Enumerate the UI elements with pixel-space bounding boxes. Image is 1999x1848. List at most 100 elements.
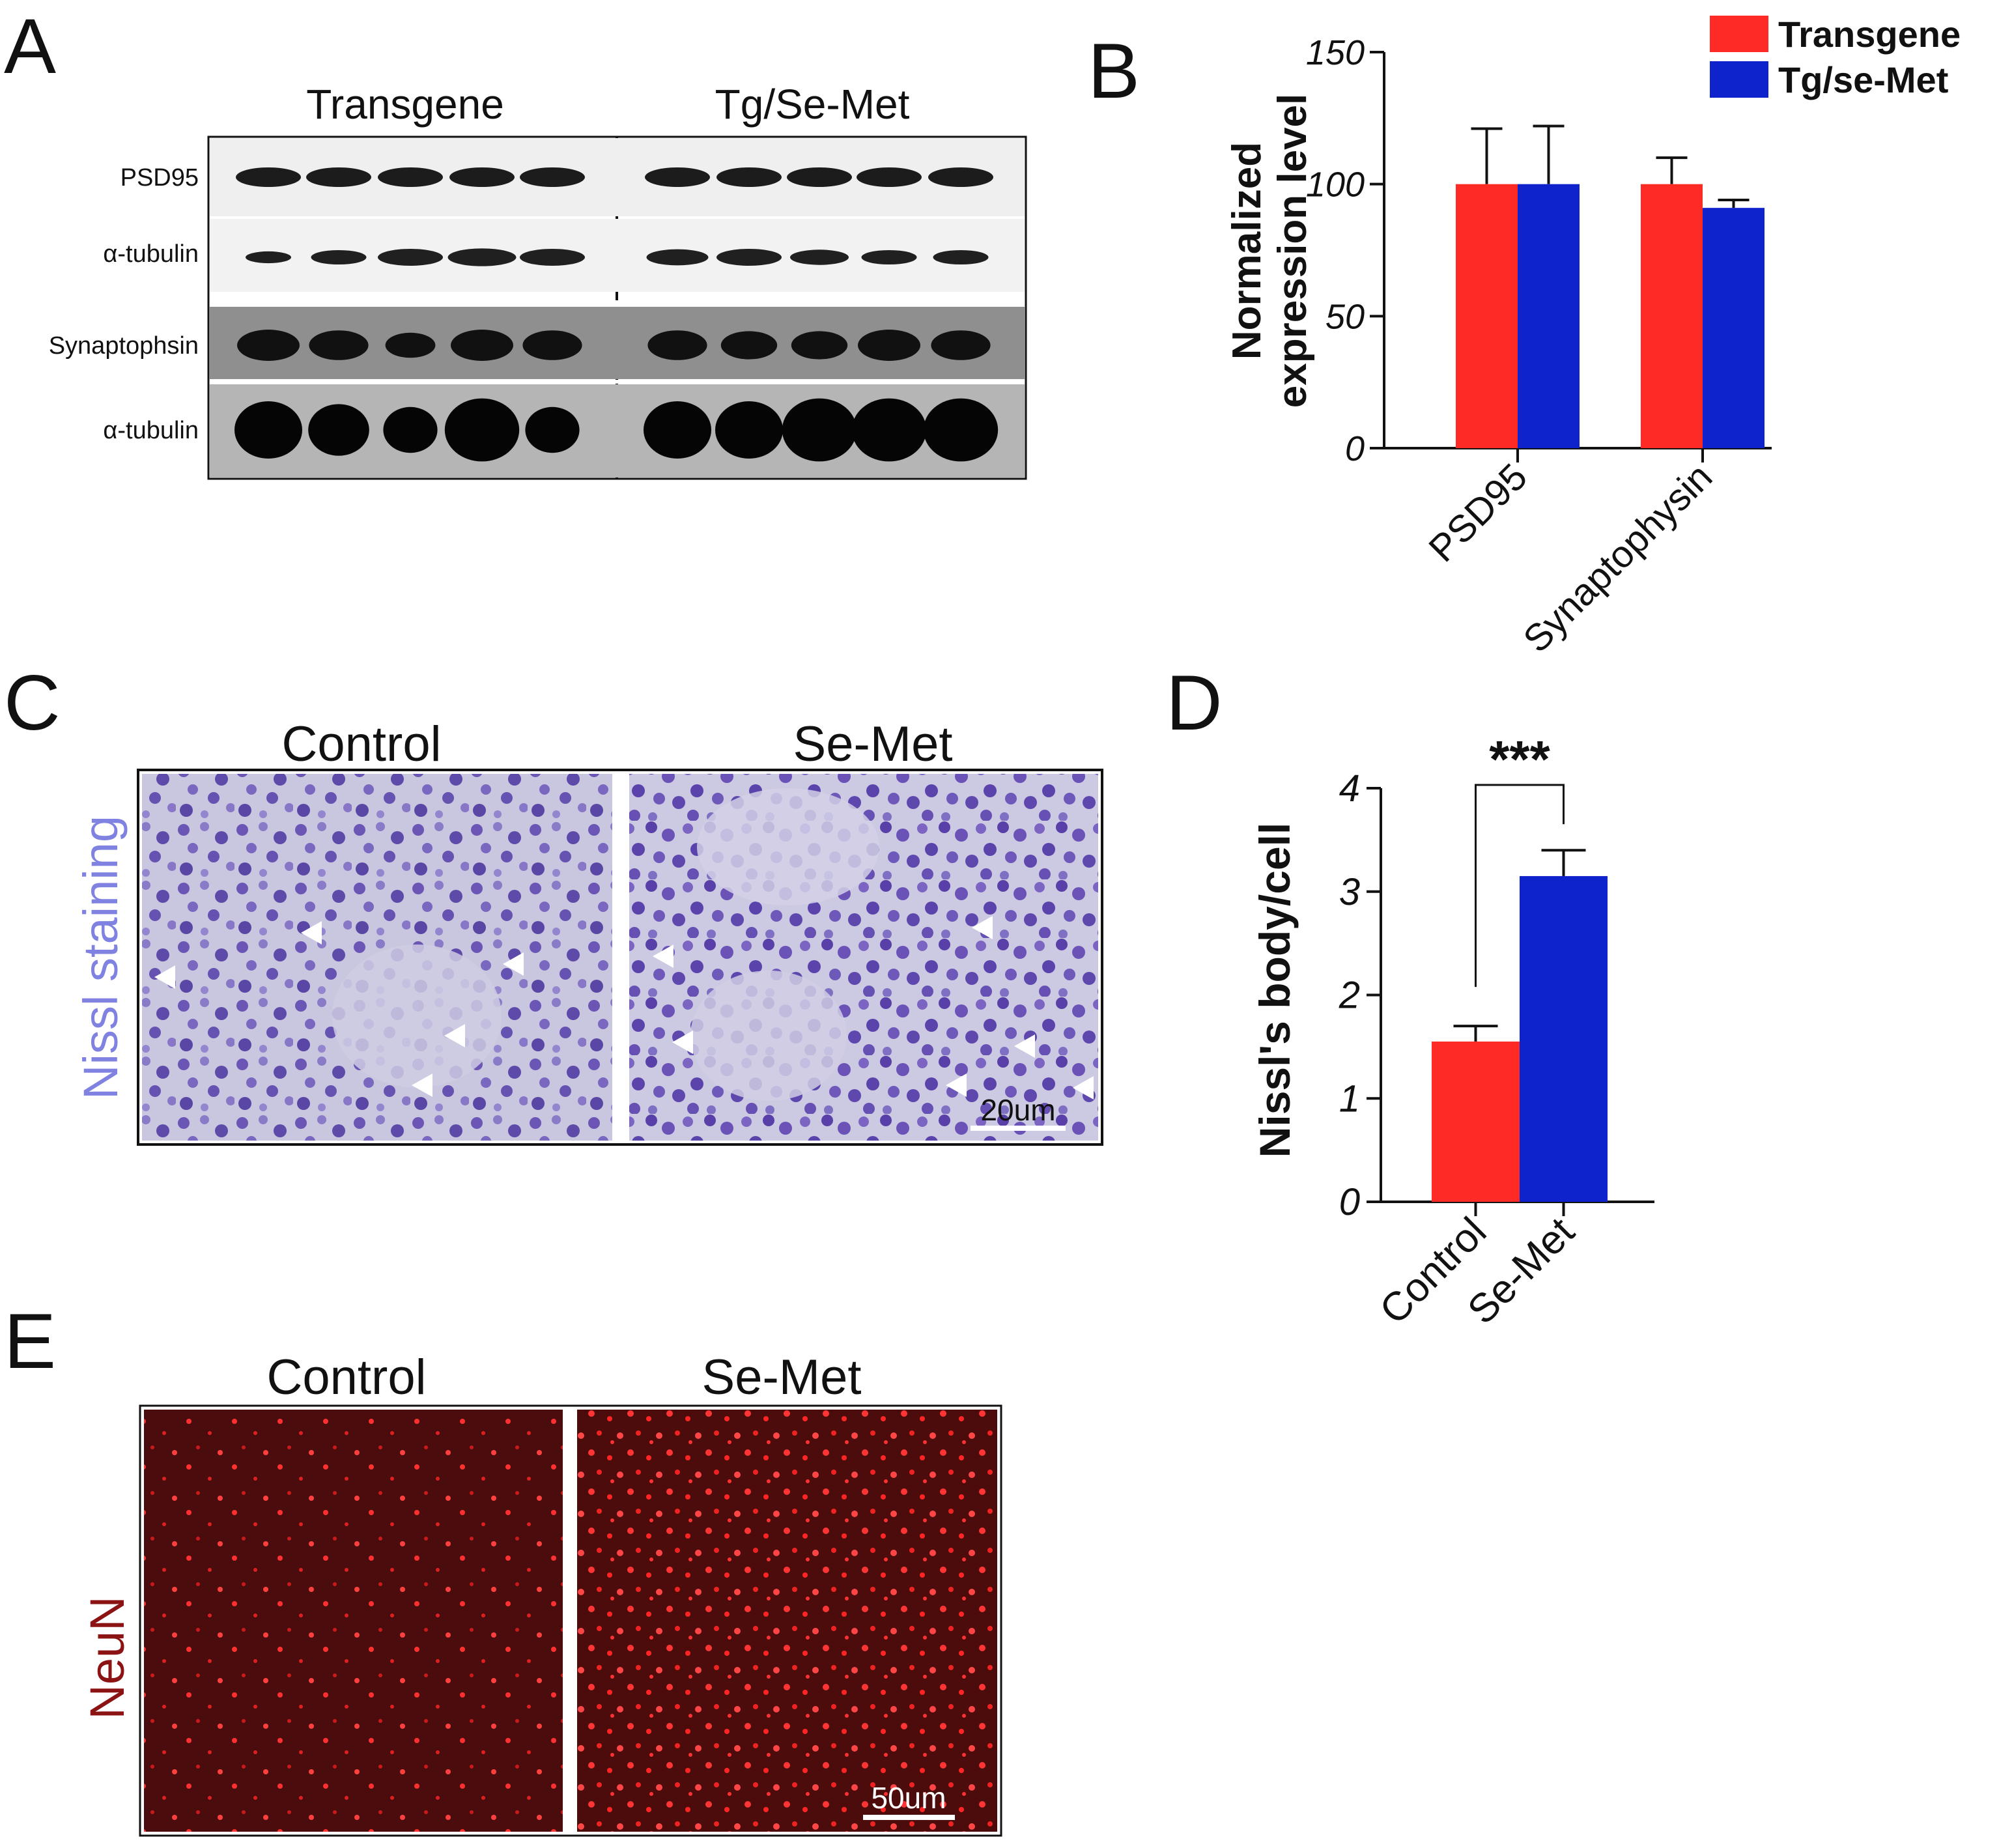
chart-d-y-tick-label: 2 xyxy=(1339,974,1360,1017)
nissl-group-label-control: Control xyxy=(282,717,442,772)
arrowhead-marker xyxy=(412,1073,432,1097)
blot-band xyxy=(308,404,369,456)
panel-a: A Transgene Tg/Se-Met PSD95 α-tubulin Sy… xyxy=(4,3,1027,480)
blot-band xyxy=(306,167,371,187)
arrowhead-marker xyxy=(946,1073,967,1097)
blot-band xyxy=(720,331,778,360)
arrowhead-marker xyxy=(503,952,524,976)
blot-band xyxy=(857,167,922,187)
blot-row-label-psd95: PSD95 xyxy=(121,164,199,192)
neun-stain-label: NeuN xyxy=(80,1596,134,1719)
blot-band xyxy=(646,249,709,266)
panel-letter-c: C xyxy=(4,659,61,746)
neun-group-label-control: Control xyxy=(267,1350,427,1405)
nissl-group-label-semet: Se-Met xyxy=(793,717,953,772)
blot-band xyxy=(923,398,999,462)
blot-group-label-tg-semet: Tg/Se-Met xyxy=(715,81,910,128)
chart-b-legend-label: Transgene xyxy=(1778,14,1961,55)
blot-band xyxy=(451,330,513,361)
blot-band xyxy=(645,167,710,187)
chart-d-y-tick-label: 4 xyxy=(1339,767,1360,810)
arrowhead-marker xyxy=(672,1031,693,1054)
chart-b-bar xyxy=(1641,184,1703,448)
panel-b: B 0 50 100 150 Normalizedexpression level PSD… xyxy=(1088,14,1961,661)
blot-bands xyxy=(234,167,999,462)
chart-b-legend-label: Tg/se-Met xyxy=(1778,59,1948,100)
arrowhead-marker xyxy=(1073,1076,1094,1100)
chart-b-bar xyxy=(1518,184,1580,448)
blot-band xyxy=(933,249,989,265)
panel-letter-d: D xyxy=(1166,659,1223,746)
arrowhead-marker xyxy=(1014,1034,1035,1058)
panel-letter-b: B xyxy=(1088,27,1140,115)
blot-row-label-tubulin-2: α-tubulin xyxy=(103,417,199,444)
chart-b-bar xyxy=(1703,208,1765,448)
blot-row-label-tubulin-1: α-tubulin xyxy=(103,240,199,268)
blot-band xyxy=(791,331,848,360)
blot-band xyxy=(447,248,517,266)
panel-letter-a: A xyxy=(4,3,56,90)
blot-band xyxy=(928,167,993,187)
chart-d-y-tick-label: 0 xyxy=(1339,1181,1360,1223)
chart-d-bar xyxy=(1432,1041,1520,1202)
chart-b-y-tick-label: 150 xyxy=(1306,33,1365,72)
neun-image-control xyxy=(144,1410,563,1832)
blot-band xyxy=(378,167,443,187)
chart-b-category-label: Synaptophysin xyxy=(1515,455,1720,661)
blot-band xyxy=(716,167,782,187)
chart-d-y-tick-label: 3 xyxy=(1339,871,1360,913)
blot-band xyxy=(522,330,582,360)
arrowhead-marker xyxy=(444,1024,465,1047)
blot-band xyxy=(311,249,367,265)
blot-band xyxy=(851,398,927,462)
chart-d-ylabel: Nissl's body/cell xyxy=(1251,823,1299,1158)
blot-row-label-synaptophysin: Synaptophsin xyxy=(49,332,199,360)
panel-letter-e: E xyxy=(4,1298,56,1385)
blot-band xyxy=(383,406,438,453)
neun-image-semet xyxy=(577,1410,997,1832)
blot-band xyxy=(644,401,711,459)
chart-b-legend-swatch xyxy=(1710,61,1768,98)
neun-scale-bar-label: 50um xyxy=(871,1781,946,1815)
neun-group-label-semet: Se-Met xyxy=(702,1350,862,1405)
chart-d-significance-bracket xyxy=(1475,784,1565,988)
blot-band xyxy=(444,398,520,462)
arrowhead-marker xyxy=(154,965,175,989)
blot-band xyxy=(716,249,782,266)
blot-group-label-transgene: Transgene xyxy=(306,81,504,128)
blot-band xyxy=(309,330,369,360)
blot-band xyxy=(787,167,852,187)
chart-d-significance-stars: *** xyxy=(1489,730,1550,788)
blot-band xyxy=(790,249,849,265)
blot-band xyxy=(861,249,917,265)
blot-band xyxy=(520,249,585,266)
blot-band xyxy=(234,401,302,459)
panel-c: C Control Se-Met 20um Nissl staining xyxy=(4,659,1103,1146)
arrowhead-marker xyxy=(653,945,673,968)
panel-e: E Control Se-Met 50um NeuN xyxy=(4,1298,1002,1837)
blot-band xyxy=(237,330,300,361)
chart-b-bar xyxy=(1456,184,1518,448)
chart-d-y-tick-label: 1 xyxy=(1339,1077,1360,1120)
nissl-arrowheads xyxy=(154,916,1094,1100)
chart-b-y-tick-label: 100 xyxy=(1306,165,1365,205)
blot-band xyxy=(647,330,707,360)
nissl-scale-bar-label: 20um xyxy=(980,1093,1055,1127)
blot-band xyxy=(520,167,585,187)
nissl-stain-label: Nissl staining xyxy=(74,816,128,1100)
chart-b-y-tick-label: 0 xyxy=(1345,429,1365,468)
blot-band xyxy=(385,332,436,358)
blot-band xyxy=(525,406,580,453)
blot-band xyxy=(931,330,991,360)
chart-b-category-label: PSD95 xyxy=(1421,455,1535,570)
blot-band xyxy=(378,249,443,266)
blot-band xyxy=(449,167,515,187)
chart-b-y-tick-label: 50 xyxy=(1326,297,1365,336)
arrowhead-marker xyxy=(301,921,322,945)
blot-band xyxy=(715,401,783,459)
chart-b-ylabel: Normalizedexpression level xyxy=(1225,94,1315,408)
blot-band xyxy=(858,330,920,361)
arrowhead-marker xyxy=(972,916,993,939)
